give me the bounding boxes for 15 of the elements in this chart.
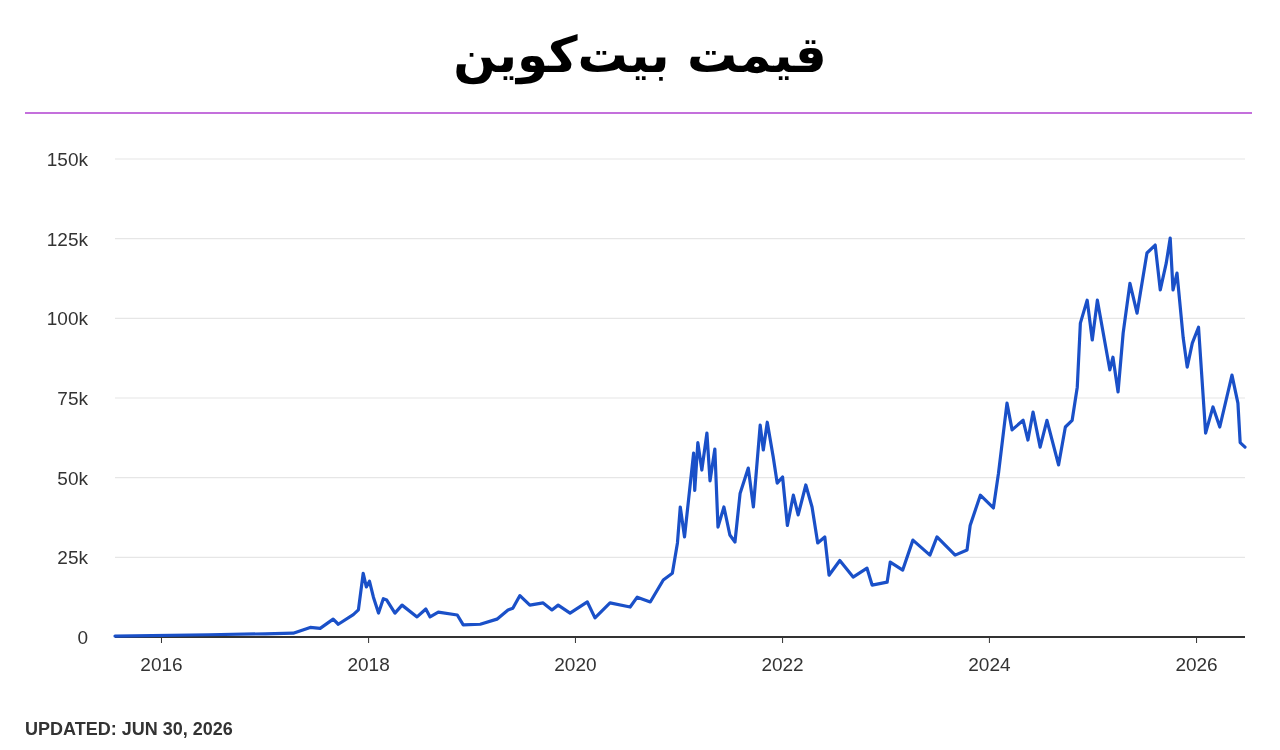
x-tick-label: 2018 [347, 654, 390, 675]
y-tick-label: 0 [77, 627, 88, 648]
y-tick-label: 100k [46, 308, 89, 330]
y-tick-label: 150k [46, 149, 89, 170]
x-tick-label: 2022 [761, 654, 804, 675]
y-tick-label: 125k [46, 228, 89, 250]
x-tick-label: 2016 [140, 654, 183, 675]
title: قیمت بیت‌کوین [453, 26, 827, 84]
x-tick-label: 2024 [968, 654, 1011, 675]
x-tick-label: 2026 [1175, 654, 1218, 675]
y-tick-label: 75k [57, 388, 89, 409]
y-tick-label: 50k [57, 467, 89, 489]
x-tick-label: 2020 [554, 654, 597, 675]
text: UPDATED: JUN 30, 2026 [25, 719, 233, 739]
y-tick-label: 25k [57, 547, 89, 569]
